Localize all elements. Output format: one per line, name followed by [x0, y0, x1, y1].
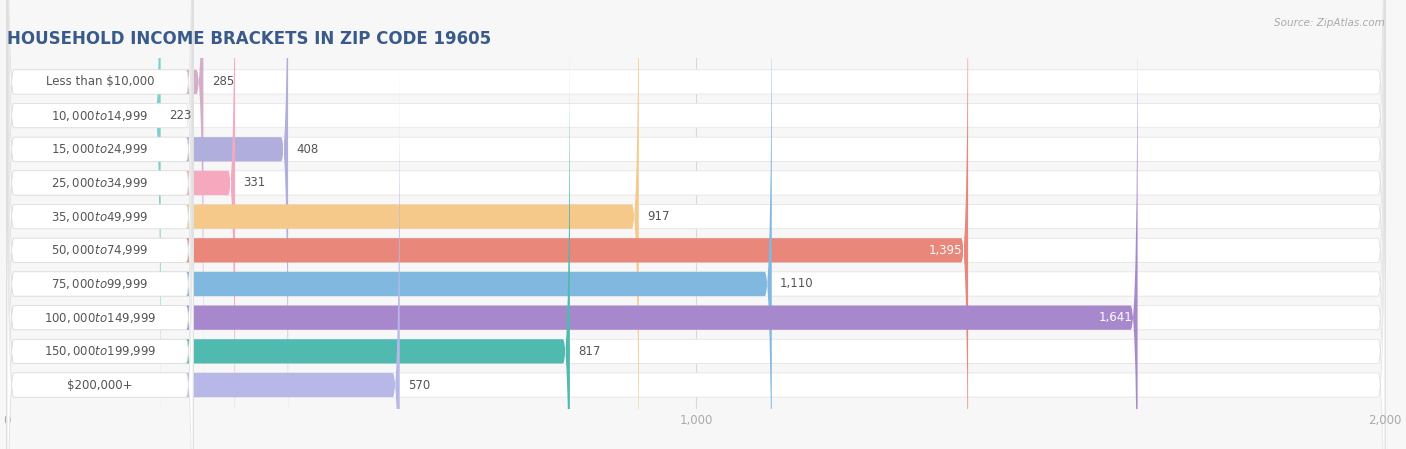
FancyBboxPatch shape — [7, 60, 399, 449]
FancyBboxPatch shape — [7, 26, 569, 449]
FancyBboxPatch shape — [7, 60, 1385, 449]
Text: 331: 331 — [243, 176, 266, 189]
FancyBboxPatch shape — [7, 26, 1385, 449]
Text: 1,395: 1,395 — [929, 244, 963, 257]
Text: 223: 223 — [169, 109, 191, 122]
Text: 408: 408 — [297, 143, 319, 156]
FancyBboxPatch shape — [7, 0, 1385, 449]
Text: $10,000 to $14,999: $10,000 to $14,999 — [51, 109, 149, 123]
FancyBboxPatch shape — [7, 0, 1385, 449]
FancyBboxPatch shape — [7, 0, 193, 407]
FancyBboxPatch shape — [7, 0, 193, 449]
Text: $50,000 to $74,999: $50,000 to $74,999 — [51, 243, 149, 257]
FancyBboxPatch shape — [7, 0, 638, 449]
Text: $200,000+: $200,000+ — [67, 379, 132, 392]
Text: 817: 817 — [578, 345, 600, 358]
FancyBboxPatch shape — [7, 0, 204, 407]
FancyBboxPatch shape — [7, 0, 1385, 440]
FancyBboxPatch shape — [7, 0, 772, 449]
Text: 285: 285 — [212, 75, 233, 88]
FancyBboxPatch shape — [7, 0, 288, 449]
Text: $25,000 to $34,999: $25,000 to $34,999 — [51, 176, 149, 190]
Text: 1,110: 1,110 — [780, 277, 814, 291]
FancyBboxPatch shape — [7, 0, 235, 449]
Text: $75,000 to $99,999: $75,000 to $99,999 — [51, 277, 149, 291]
Text: $35,000 to $49,999: $35,000 to $49,999 — [51, 210, 149, 224]
FancyBboxPatch shape — [7, 0, 969, 449]
FancyBboxPatch shape — [7, 0, 1385, 449]
Text: 917: 917 — [647, 210, 669, 223]
FancyBboxPatch shape — [7, 0, 1385, 449]
Text: Source: ZipAtlas.com: Source: ZipAtlas.com — [1274, 18, 1385, 28]
FancyBboxPatch shape — [7, 0, 1385, 407]
FancyBboxPatch shape — [7, 0, 1137, 449]
Text: $150,000 to $199,999: $150,000 to $199,999 — [44, 344, 156, 358]
Text: Less than $10,000: Less than $10,000 — [46, 75, 155, 88]
FancyBboxPatch shape — [7, 0, 193, 440]
FancyBboxPatch shape — [7, 0, 193, 449]
FancyBboxPatch shape — [7, 0, 193, 449]
FancyBboxPatch shape — [7, 0, 193, 449]
Text: $15,000 to $24,999: $15,000 to $24,999 — [51, 142, 149, 156]
FancyBboxPatch shape — [7, 0, 193, 449]
Text: HOUSEHOLD INCOME BRACKETS IN ZIP CODE 19605: HOUSEHOLD INCOME BRACKETS IN ZIP CODE 19… — [7, 31, 491, 48]
FancyBboxPatch shape — [7, 0, 160, 440]
Text: $100,000 to $149,999: $100,000 to $149,999 — [44, 311, 156, 325]
FancyBboxPatch shape — [7, 0, 193, 449]
FancyBboxPatch shape — [7, 0, 1385, 449]
Text: 1,641: 1,641 — [1098, 311, 1132, 324]
FancyBboxPatch shape — [7, 60, 193, 449]
FancyBboxPatch shape — [7, 26, 193, 449]
FancyBboxPatch shape — [7, 0, 1385, 449]
Text: 570: 570 — [408, 379, 430, 392]
